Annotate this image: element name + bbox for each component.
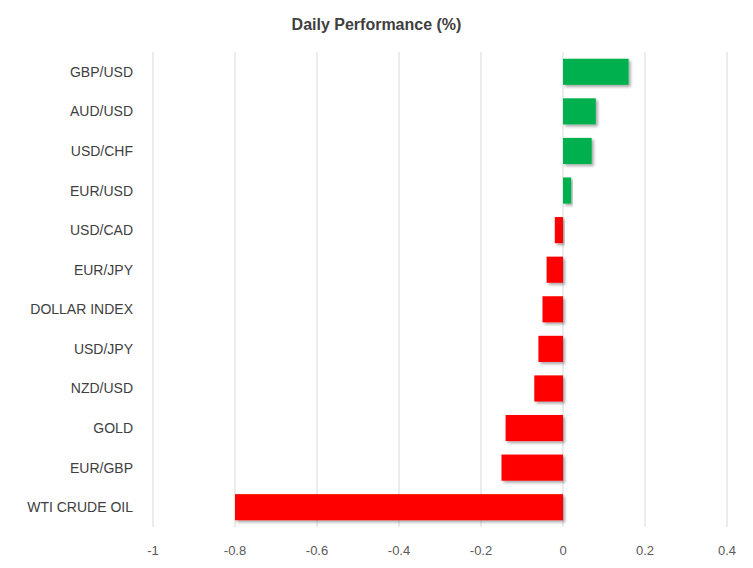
- grid-line: [153, 52, 154, 527]
- category-label: EUR/GBP: [70, 460, 133, 476]
- category-label: GOLD: [93, 420, 133, 436]
- bar: [534, 375, 563, 401]
- tick-label: 0: [559, 543, 566, 558]
- bar: [506, 415, 563, 441]
- chart-container: Daily Performance (%) -1 -0.8 -0.6 -0.4 -0.2 0…: [0, 0, 753, 568]
- grid-line: [727, 52, 728, 527]
- bar: [563, 177, 571, 203]
- tick-label: -1: [147, 543, 159, 558]
- bar: [555, 217, 563, 243]
- tick-label: 0.2: [636, 543, 654, 558]
- category-label: EUR/USD: [70, 183, 133, 199]
- category-label: EUR/JPY: [74, 262, 134, 278]
- tick-label: -0.2: [470, 543, 492, 558]
- grid-line: [317, 52, 318, 527]
- bar: [538, 336, 563, 362]
- category-label: DOLLAR INDEX: [30, 301, 133, 317]
- bar: [563, 59, 629, 85]
- category-label: NZD/USD: [71, 380, 133, 396]
- grid-line: [645, 52, 646, 527]
- category-label: GBP/USD: [70, 64, 133, 80]
- bar: [502, 455, 564, 481]
- grid-line: [399, 52, 400, 527]
- category-label: USD/CAD: [70, 222, 133, 238]
- tick-label: 0.4: [718, 543, 736, 558]
- category-label: USD/CHF: [71, 143, 133, 159]
- bar: [563, 138, 592, 164]
- tick-label: -0.4: [388, 543, 410, 558]
- bar: [563, 98, 596, 124]
- bar: [235, 494, 563, 520]
- chart-title: Daily Performance (%): [292, 16, 462, 33]
- chart-svg: Daily Performance (%) -1 -0.8 -0.6 -0.4 -0.2 0…: [0, 0, 753, 568]
- grid-line: [481, 52, 482, 527]
- grid: [153, 52, 727, 527]
- category-label: AUD/USD: [70, 103, 133, 119]
- bar: [547, 257, 563, 283]
- background: [0, 0, 753, 568]
- grid-line: [235, 52, 236, 527]
- tick-label: -0.6: [306, 543, 328, 558]
- tick-label: -0.8: [224, 543, 246, 558]
- bars: [235, 59, 629, 521]
- bar: [543, 296, 564, 322]
- category-label: USD/JPY: [74, 341, 134, 357]
- category-label: WTI CRUDE OIL: [27, 499, 133, 515]
